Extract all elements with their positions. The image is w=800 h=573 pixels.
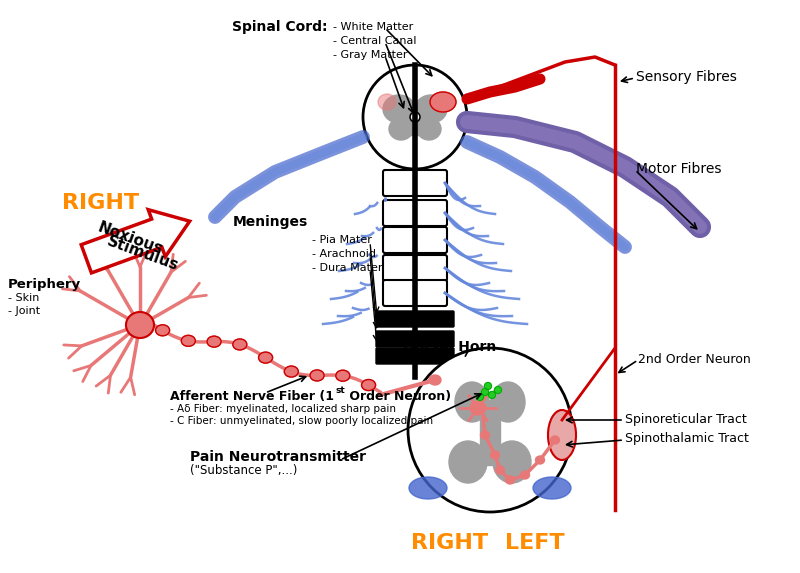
Text: Dorsal Horn: Dorsal Horn bbox=[403, 340, 497, 354]
Ellipse shape bbox=[481, 431, 490, 439]
Text: Sensory Fibres: Sensory Fibres bbox=[636, 70, 737, 84]
Ellipse shape bbox=[378, 94, 396, 110]
Text: Stimulus: Stimulus bbox=[105, 234, 181, 274]
Ellipse shape bbox=[430, 92, 456, 112]
Ellipse shape bbox=[409, 477, 447, 499]
Ellipse shape bbox=[495, 466, 505, 474]
Text: Spinothalamic Tract: Spinothalamic Tract bbox=[625, 432, 749, 445]
FancyBboxPatch shape bbox=[376, 331, 454, 347]
Circle shape bbox=[482, 388, 489, 395]
Ellipse shape bbox=[182, 335, 195, 346]
Circle shape bbox=[363, 65, 467, 169]
FancyBboxPatch shape bbox=[383, 227, 447, 253]
Text: - Aδ Fiber: myelinated, localized sharp pain: - Aδ Fiber: myelinated, localized sharp … bbox=[170, 404, 396, 414]
Circle shape bbox=[485, 383, 491, 390]
Text: ("Substance P",...): ("Substance P",...) bbox=[190, 464, 298, 477]
Polygon shape bbox=[81, 210, 190, 273]
Ellipse shape bbox=[258, 352, 273, 363]
Text: - Arachnoid: - Arachnoid bbox=[312, 249, 376, 259]
Text: Noxious: Noxious bbox=[95, 219, 165, 257]
Text: Afferent Nerve Fiber (1: Afferent Nerve Fiber (1 bbox=[170, 390, 334, 403]
Ellipse shape bbox=[336, 370, 350, 381]
Text: - Joint: - Joint bbox=[8, 306, 40, 316]
Text: Meninges: Meninges bbox=[233, 215, 308, 229]
Text: RIGHT: RIGHT bbox=[62, 193, 139, 213]
Text: Order Neuron): Order Neuron) bbox=[345, 390, 451, 403]
Text: Motor Fibres: Motor Fibres bbox=[636, 162, 722, 176]
Text: - Skin: - Skin bbox=[8, 293, 39, 303]
Ellipse shape bbox=[207, 336, 221, 347]
Text: - Pia Mater: - Pia Mater bbox=[312, 235, 372, 245]
Ellipse shape bbox=[493, 441, 531, 483]
Ellipse shape bbox=[429, 375, 441, 385]
Text: - Dura Mater: - Dura Mater bbox=[312, 263, 382, 273]
Circle shape bbox=[408, 348, 572, 512]
Ellipse shape bbox=[470, 401, 486, 415]
Ellipse shape bbox=[550, 436, 559, 444]
Text: Periphery: Periphery bbox=[8, 278, 81, 291]
Ellipse shape bbox=[126, 312, 154, 338]
Ellipse shape bbox=[449, 441, 487, 483]
Ellipse shape bbox=[233, 339, 247, 350]
FancyBboxPatch shape bbox=[376, 311, 454, 327]
Text: - White Matter: - White Matter bbox=[333, 22, 414, 32]
Text: - Gray Matter: - Gray Matter bbox=[333, 50, 407, 60]
Text: Spinal Cord:: Spinal Cord: bbox=[233, 20, 328, 34]
FancyBboxPatch shape bbox=[383, 280, 447, 306]
Ellipse shape bbox=[417, 118, 441, 140]
Text: Spinoreticular Tract: Spinoreticular Tract bbox=[625, 413, 746, 426]
Text: - Central Canal: - Central Canal bbox=[333, 36, 417, 46]
Ellipse shape bbox=[521, 471, 530, 479]
Ellipse shape bbox=[383, 95, 415, 123]
FancyBboxPatch shape bbox=[376, 348, 454, 364]
Ellipse shape bbox=[310, 370, 324, 381]
Ellipse shape bbox=[535, 456, 545, 464]
FancyBboxPatch shape bbox=[383, 200, 447, 226]
Bar bbox=[480, 400, 500, 465]
Text: 2nd Order Neuron: 2nd Order Neuron bbox=[638, 353, 750, 366]
Circle shape bbox=[489, 391, 495, 398]
Ellipse shape bbox=[362, 379, 375, 391]
Text: LEFT: LEFT bbox=[505, 533, 565, 553]
Ellipse shape bbox=[533, 477, 571, 499]
Text: Pain Neurotransmitter: Pain Neurotransmitter bbox=[190, 450, 366, 464]
FancyBboxPatch shape bbox=[383, 255, 447, 281]
Ellipse shape bbox=[415, 95, 447, 123]
Ellipse shape bbox=[155, 325, 170, 336]
Circle shape bbox=[410, 112, 420, 122]
Ellipse shape bbox=[284, 366, 298, 377]
Ellipse shape bbox=[506, 476, 514, 484]
Ellipse shape bbox=[389, 118, 413, 140]
Bar bbox=[407, 105, 423, 135]
Ellipse shape bbox=[491, 382, 525, 422]
Ellipse shape bbox=[490, 451, 499, 459]
FancyBboxPatch shape bbox=[383, 170, 447, 196]
Text: RIGHT: RIGHT bbox=[411, 533, 489, 553]
Ellipse shape bbox=[548, 410, 576, 460]
Text: - C Fiber: unmyelinated, slow poorly localized pain: - C Fiber: unmyelinated, slow poorly loc… bbox=[170, 416, 433, 426]
Circle shape bbox=[494, 387, 502, 394]
Circle shape bbox=[477, 394, 483, 401]
Text: st: st bbox=[335, 386, 345, 395]
Ellipse shape bbox=[455, 382, 489, 422]
